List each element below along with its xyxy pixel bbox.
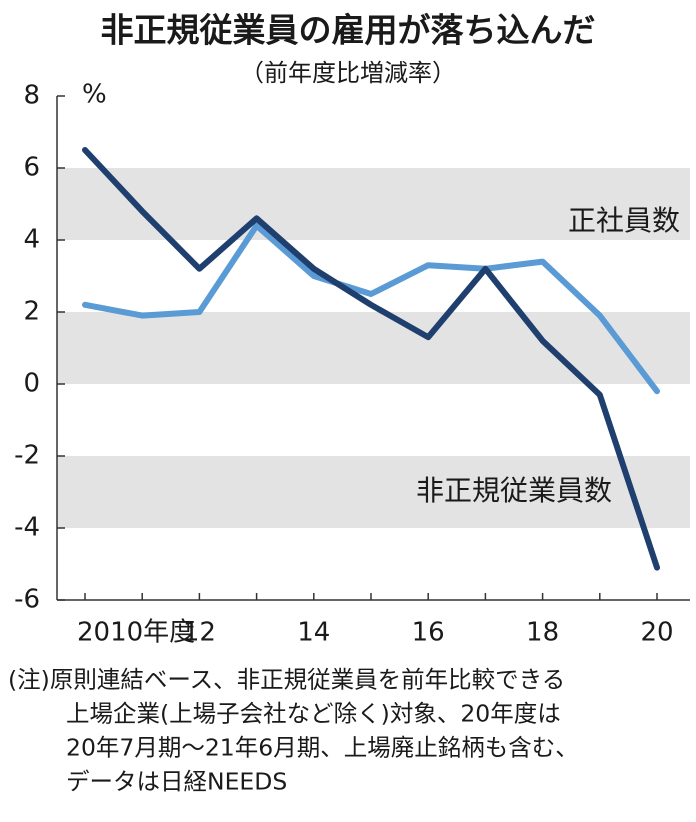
y-tick-label: 8 <box>23 81 40 111</box>
x-tick-label: 12 <box>183 618 216 648</box>
y-tick-label: -4 <box>14 513 40 543</box>
y-tick-label: 6 <box>23 153 40 183</box>
x-tick-label: 14 <box>297 618 330 648</box>
note-line: 上場企業(上場子会社など除く)対象、20年度は <box>66 700 561 728</box>
note-line: 20年7月期～21年6月期、上場廃止銘柄も含む、 <box>66 734 579 762</box>
y-tick-label: 2 <box>23 297 40 327</box>
series-label: 非正規従業員数 <box>416 474 612 507</box>
note-line: (注)原則連結ベース、非正規従業員を前年比較できる <box>8 666 565 694</box>
y-tick-label: 0 <box>23 369 40 399</box>
x-tick-label: 16 <box>412 618 445 648</box>
chart-title: 非正規従業員の雇用が落ち込んだ <box>101 11 596 50</box>
grid-band <box>57 456 690 528</box>
note-line: データは日経NEEDS <box>66 768 287 796</box>
plot-background <box>57 168 690 528</box>
y-tick-label: -6 <box>14 585 40 615</box>
chart-subtitle: （前年度比増減率） <box>240 59 456 87</box>
y-tick-label: -2 <box>14 441 40 471</box>
x-tick-label: 2010年度 <box>77 618 195 648</box>
series-label: 正社員数 <box>568 204 680 237</box>
y-tick-label: 4 <box>23 225 40 255</box>
x-tick-label: 18 <box>526 618 559 648</box>
series-line <box>82 147 660 571</box>
grid-band <box>57 312 690 384</box>
x-tick-label: 20 <box>640 618 673 648</box>
y-unit: % <box>82 80 107 110</box>
series-line <box>82 222 660 395</box>
